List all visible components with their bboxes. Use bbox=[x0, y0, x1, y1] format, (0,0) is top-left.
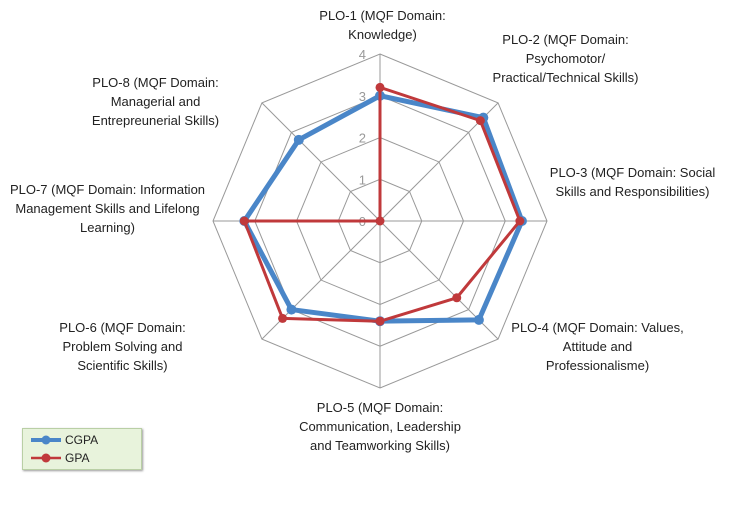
category-label: PLO-8 (MQF Domain: Managerial and Entrep… bbox=[91, 75, 220, 128]
data-point-gpa bbox=[375, 82, 385, 92]
category-label: PLO-4 (MQF Domain: Values, Attitude and … bbox=[511, 320, 684, 373]
category-label: PLO-6 (MQF Domain: Problem Solving and S… bbox=[59, 320, 186, 373]
radial-tick-label: 2 bbox=[359, 131, 366, 146]
data-point-gpa bbox=[515, 216, 525, 226]
category-label: PLO-1 (MQF Domain: Knowledge) bbox=[319, 8, 446, 42]
legend: CGPA GPA bbox=[22, 428, 142, 470]
legend-label-cgpa: CGPA bbox=[65, 433, 99, 447]
data-point-gpa bbox=[452, 293, 462, 303]
data-point-gpa bbox=[239, 216, 249, 226]
data-point-gpa bbox=[278, 313, 288, 323]
category-label: PLO-3 (MQF Domain: Social Skills and Res… bbox=[549, 165, 716, 199]
data-point-gpa bbox=[475, 116, 485, 126]
grid-spoke bbox=[261, 102, 381, 222]
radial-tick-label: 1 bbox=[359, 172, 366, 187]
category-label: PLO-7 (MQF Domain: Information Managemen… bbox=[9, 182, 206, 235]
series-line-cgpa bbox=[241, 93, 525, 324]
data-point-gpa bbox=[375, 316, 385, 326]
data-point-gpa bbox=[375, 216, 385, 226]
radial-tick-label: 3 bbox=[359, 89, 366, 104]
category-label: PLO-2 (MQF Domain: Psychomotor/ Practica… bbox=[492, 32, 639, 85]
category-label: PLO-5 (MQF Domain: Communication, Leader… bbox=[299, 400, 461, 453]
data-point-cgpa bbox=[293, 134, 304, 145]
radial-tick-label: 4 bbox=[359, 47, 366, 62]
data-point-cgpa bbox=[473, 314, 484, 325]
data-point-cgpa bbox=[286, 304, 297, 315]
legend-label-gpa: GPA bbox=[65, 451, 90, 465]
legend-marker-gpa bbox=[41, 453, 51, 463]
legend-marker-cgpa bbox=[41, 435, 51, 445]
